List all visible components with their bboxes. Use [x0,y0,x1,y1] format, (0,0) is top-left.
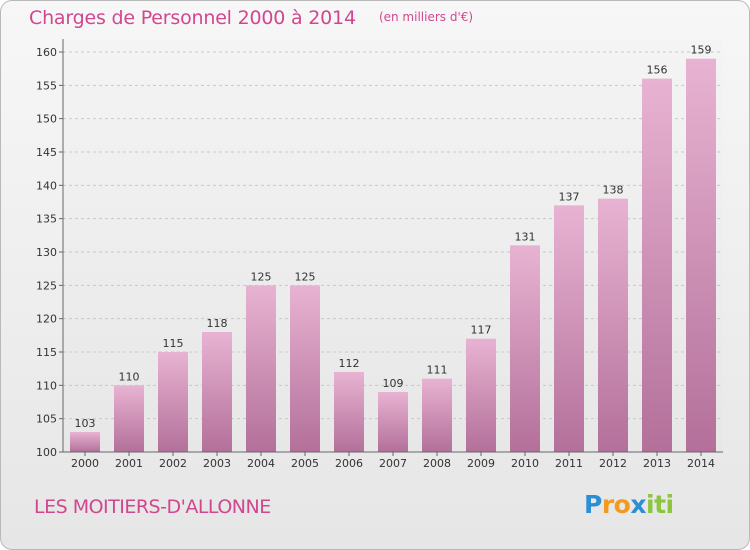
bar-2006 [334,372,364,452]
x-axis: 2000 2001 2002 2003 2004 2005 2006 2007 2008 2009… [63,451,723,470]
title-row: Charges de Personnel 2000 à 2014 (en mil… [29,7,473,29]
bar-2010 [510,245,540,452]
bar-2012 [598,198,628,452]
data-label-2008: 111 [427,364,448,377]
bar-2000 [70,432,100,452]
y-tick-label: 130 [36,246,57,259]
data-label-2005: 125 [295,270,316,283]
bar-2013 [642,78,672,453]
data-label-2004: 125 [251,270,272,283]
x-tick-label-2003: 2003 [203,457,231,470]
x-tick-label-2007: 2007 [379,457,407,470]
chart-subtitle: (en milliers d'€) [378,10,474,24]
logo-letter: i [646,490,655,519]
x-tick-label-2010: 2010 [511,457,539,470]
bar-2007 [378,392,408,452]
y-tick-label: 115 [36,346,57,359]
y-tick-label: 125 [36,279,57,292]
x-tick-label-2013: 2013 [643,457,671,470]
x-tick-label-2012: 2012 [599,457,627,470]
logo-letter: t [654,490,666,519]
bar-2014 [686,58,716,453]
data-label-2010: 131 [515,230,536,243]
x-tick-label-2001: 2001 [115,457,143,470]
data-label-2013: 156 [647,64,668,77]
bar-2002 [158,352,188,452]
bar-2008 [422,378,452,452]
x-tick-label-2014: 2014 [687,457,715,470]
y-tick-label: 160 [36,46,57,59]
bar-2011 [554,205,584,452]
data-label-2007: 109 [383,377,404,390]
commune-name: LES MOITIERS-D'ALLONNE [34,496,271,518]
data-label-2006: 112 [339,357,360,370]
logo-letter: r [601,490,614,519]
y-tick-label: 155 [36,79,57,92]
x-tick-label-2000: 2000 [71,457,99,470]
y-tick-label: 145 [36,146,57,159]
logo-letter: i [665,490,675,519]
bar-2005 [290,285,320,452]
y-tick-label: 105 [36,413,57,426]
bar-2004 [246,285,276,452]
data-label-2000: 103 [75,417,96,430]
bar-2009 [466,338,496,452]
data-label-2009: 117 [471,324,492,337]
y-tick-label: 150 [36,113,57,126]
x-tick-label-2011: 2011 [555,457,583,470]
bars: 103 110 115 118 125 125 112 109 111 117 131 137 138 1… [70,44,716,453]
x-tick-label-2005: 2005 [291,457,319,470]
x-tick-label-2004: 2004 [247,457,275,470]
y-tick-label: 140 [36,179,57,192]
data-label-2002: 115 [163,337,184,350]
x-tick-label-2006: 2006 [335,457,363,470]
data-label-2012: 138 [603,184,624,197]
chart-title: Charges de Personnel 2000 à 2014 [29,7,356,29]
y-tick-label: 120 [36,313,57,326]
data-label-2001: 110 [119,370,140,383]
y-tick-label: 110 [36,379,57,392]
data-label-2011: 137 [559,190,580,203]
logo-letter: o [613,490,631,519]
x-tick-label-2008: 2008 [423,457,451,470]
logo-letter: P [584,490,602,519]
y-axis: 100 105 110 115 120 125 130 135 140 145 150 155 160 [36,39,64,459]
x-tick-label-2002: 2002 [159,457,187,470]
bar-2001 [114,385,144,452]
bar-2003 [202,332,232,452]
y-tick-label: 100 [36,446,57,459]
proxiti-logo: Proxiti [584,490,674,519]
x-tick-label-2009: 2009 [467,457,495,470]
data-label-2003: 118 [207,317,228,330]
y-tick-label: 135 [36,213,57,226]
data-label-2014: 159 [691,44,712,57]
logo-letter: x [630,490,646,519]
